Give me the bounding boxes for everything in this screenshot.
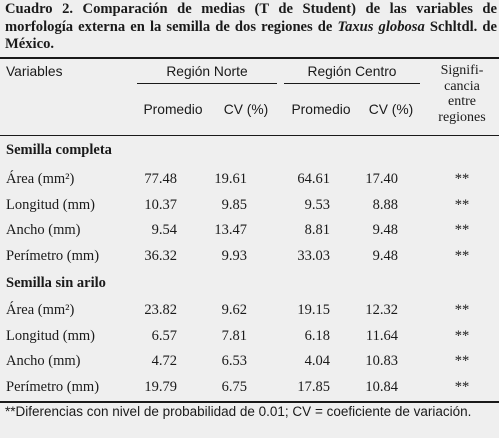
row-value: 12.32 — [365, 302, 398, 318]
row-value: 4.72 — [151, 353, 177, 369]
row-significance: ** — [454, 247, 470, 264]
header-signif-line: regiones — [438, 109, 486, 125]
caption-species: Taxus globosa — [337, 18, 425, 35]
row-value: 17.85 — [297, 378, 330, 395]
row-value: 19.61 — [214, 171, 247, 187]
section-title: Semilla sin arilo — [6, 275, 106, 291]
top-rule — [0, 57, 499, 59]
row-value: 8.81 — [304, 222, 330, 238]
header-significancia: Signifi- cancia entre regiones — [425, 63, 499, 125]
row-variable: Ancho (mm) — [6, 222, 81, 238]
row-value: 33.03 — [297, 247, 330, 264]
row-value: 10.83 — [365, 353, 398, 369]
subrule-norte — [137, 83, 277, 84]
row-value: 8.88 — [372, 196, 398, 213]
row-variable: Longitud (mm) — [6, 327, 96, 344]
row-variable: Longitud (mm) — [6, 196, 96, 213]
row-value: 9.54 — [151, 222, 177, 238]
row-value: 6.75 — [221, 378, 247, 395]
row-value: 10.37 — [144, 196, 177, 213]
subrule-centro — [284, 83, 420, 84]
row-significance: ** — [454, 378, 470, 395]
caption-text: Cuadro 2. Comparación de medias (T de St… — [5, 1, 497, 35]
row-significance: ** — [454, 171, 470, 187]
row-value: 9.48 — [372, 247, 398, 264]
row-value: 17.40 — [365, 171, 398, 187]
header-cv-norte: CV (%) — [223, 102, 269, 117]
row-value: 7.81 — [221, 327, 247, 344]
row-value: 9.62 — [221, 302, 247, 318]
header-promedio-norte: Promedio — [143, 102, 203, 117]
row-value: 19.79 — [144, 378, 177, 395]
header-signif-line: Signifi- — [440, 63, 484, 78]
row-value: 64.61 — [297, 171, 330, 187]
row-variable: Área (mm²) — [6, 302, 75, 318]
row-value: 19.15 — [297, 302, 330, 318]
bottom-rule — [0, 401, 499, 403]
row-value: 9.85 — [221, 196, 247, 213]
header-region-centro: Región Centro — [307, 64, 397, 79]
row-significance: ** — [454, 353, 470, 369]
row-variable: Área (mm²) — [6, 171, 75, 187]
header-cv-centro: CV (%) — [368, 102, 414, 117]
header-region-norte: Región Norte — [166, 64, 248, 79]
row-value: 9.93 — [221, 247, 247, 264]
header-signif-line: cancia — [444, 78, 480, 94]
row-variable: Perímetro (mm) — [6, 247, 100, 264]
header-promedio-centro: Promedio — [291, 102, 351, 117]
header-rule — [0, 135, 499, 136]
row-value: 77.48 — [144, 171, 177, 187]
row-variable: Perímetro (mm) — [6, 378, 100, 395]
row-value: 6.57 — [151, 327, 177, 344]
table-footnote: **Diferencias con nivel de probabilidad … — [5, 404, 472, 419]
row-significance: ** — [454, 222, 470, 238]
row-value: 36.32 — [144, 247, 177, 264]
row-significance: ** — [454, 196, 470, 213]
section-title: Semilla completa — [6, 142, 112, 158]
table-caption: Cuadro 2. Comparación de medias (T de St… — [5, 1, 497, 54]
row-value: 6.18 — [304, 327, 330, 344]
row-value: 11.64 — [365, 327, 398, 344]
row-significance: ** — [454, 327, 470, 344]
row-value: 13.47 — [214, 222, 247, 238]
row-value: 10.84 — [365, 378, 398, 395]
row-value: 23.82 — [144, 302, 177, 318]
row-value: 9.48 — [372, 222, 398, 238]
row-value: 4.04 — [304, 353, 330, 369]
row-variable: Ancho (mm) — [6, 353, 81, 369]
row-significance: ** — [454, 302, 470, 318]
row-value: 9.53 — [304, 196, 330, 213]
header-variables: Variables — [6, 64, 63, 79]
caption-text-end: Schltdl. de México. — [5, 18, 497, 53]
header-signif-line: entre — [448, 94, 476, 109]
row-value: 6.53 — [221, 353, 247, 369]
